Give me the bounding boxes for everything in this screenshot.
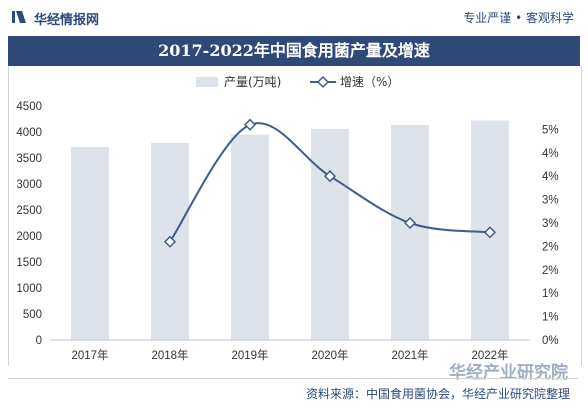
left-axis: 0 500 1000 1500 2000 2500 3000 3500 4000 4500 (16, 101, 42, 347)
footer: 资料来源：中国食用菌协会，华经产业研究院整理 (8, 378, 578, 403)
x-tick-label: 2018年 (151, 348, 188, 362)
right-tick-label: 3% (542, 218, 559, 230)
left-tick-label: 2500 (16, 205, 42, 217)
right-tick-label: 2% (542, 265, 559, 277)
right-tick-label: 3% (542, 195, 559, 207)
bar (311, 128, 349, 340)
right-tick-label: 2% (542, 241, 559, 253)
right-tick-label: 4% (542, 171, 559, 183)
growth-marker (323, 170, 337, 183)
left-tick-label: 500 (23, 309, 42, 321)
growth-marker (163, 235, 177, 248)
left-tick-label: 2000 (16, 231, 42, 243)
left-tick-label: 4500 (16, 101, 42, 113)
x-tick-label: 2019年 (231, 348, 268, 362)
bar (71, 146, 109, 340)
right-tick-label: 1% (542, 288, 559, 300)
right-tick-label: 4% (542, 148, 559, 160)
x-axis: 2017年 2018年 2019年 2020年 2021年 2022年 (71, 348, 508, 362)
growth-line (169, 122, 491, 243)
growth-marker (403, 216, 417, 230)
growth-marker (483, 226, 497, 239)
legend-label-output: 产量(万吨) (224, 75, 281, 89)
x-tick-label: 2021年 (391, 348, 428, 362)
legend-swatch-bar (196, 77, 218, 87)
left-tick-label: 1500 (16, 257, 42, 269)
left-tick-label: 4000 (16, 127, 42, 139)
x-tick-label: 2022年 (471, 348, 508, 362)
left-tick-label: 1000 (16, 283, 42, 295)
growth-markers (163, 118, 497, 248)
right-axis: 0% 1% 1% 2% 2% 3% 3% 4% 4% 5% (542, 124, 559, 347)
left-tick-label: 3000 (16, 179, 42, 191)
top-bar: 华经情报网 专业严谨 • 客观科学 (0, 0, 588, 34)
brand-name: 华经情报网 (34, 13, 100, 28)
right-tick-label: 0% (542, 335, 559, 347)
right-tick-label: 5% (542, 124, 559, 136)
bar (231, 134, 269, 340)
bar (391, 125, 429, 340)
legend-marker (316, 75, 330, 89)
logo-icon (12, 11, 26, 23)
right-tick-label: 1% (542, 312, 559, 324)
growth-marker (243, 118, 257, 131)
left-tick-label: 0 (36, 335, 42, 347)
chart-title: 2017-2022年中国食用菌产量及增速 (8, 36, 580, 66)
left-tick-label: 3500 (16, 153, 42, 165)
slogan: 专业严谨 • 客观科学 (463, 11, 574, 25)
plot-frame (8, 66, 582, 366)
legend: 产量(万吨) 增速（%） (196, 75, 399, 89)
source-note: 资料来源：中国食用菌协会，华经产业研究院整理 (305, 387, 570, 401)
x-tick-label: 2020年 (311, 348, 348, 362)
bar-series (71, 120, 509, 341)
legend-label-growth: 增速（%） (340, 75, 399, 89)
x-tick-label: 2017年 (71, 348, 108, 362)
